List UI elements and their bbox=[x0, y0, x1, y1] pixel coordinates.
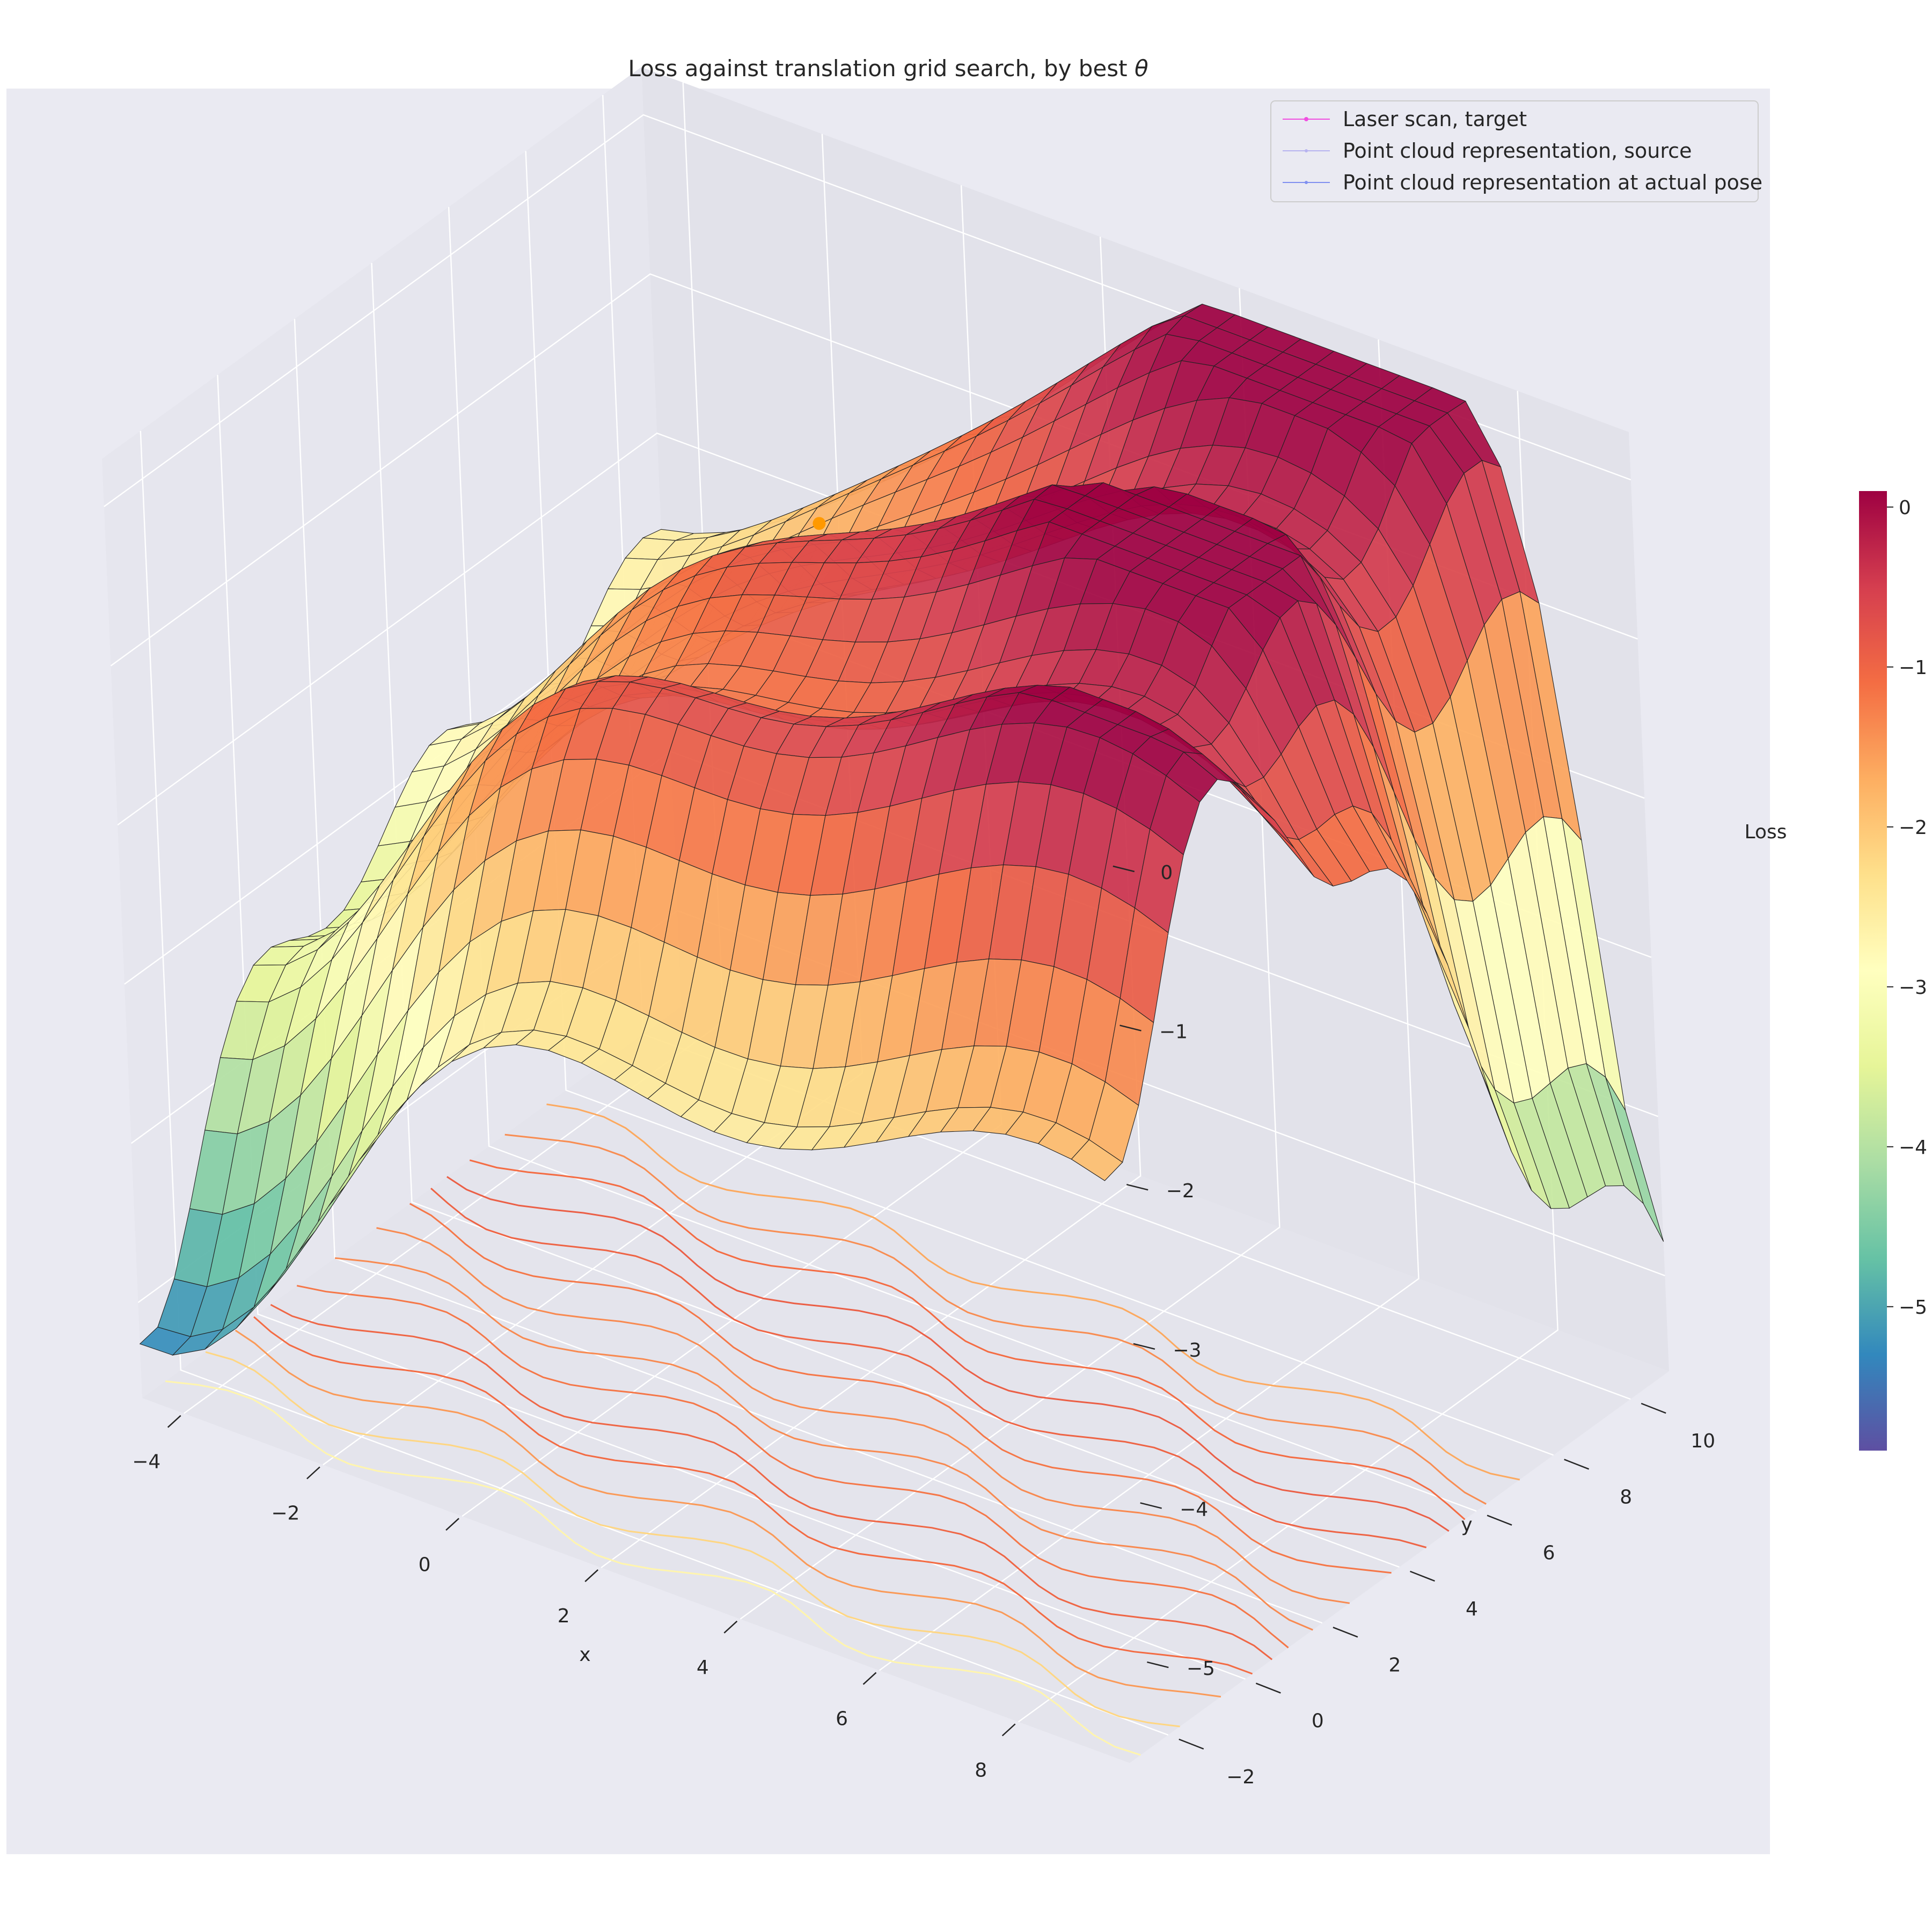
contour-line bbox=[334, 1257, 1313, 1631]
colorbar-tick-label: −1 bbox=[1899, 657, 1927, 679]
x-tick-label: 6 bbox=[836, 1708, 848, 1730]
y-tick-mark bbox=[1641, 1402, 1666, 1414]
contour-line bbox=[376, 1227, 1350, 1604]
contour-line bbox=[409, 1203, 1392, 1574]
y-tick-label: −2 bbox=[1226, 1766, 1255, 1788]
legend-marker-source bbox=[1305, 149, 1308, 152]
y-tick-mark bbox=[1564, 1459, 1590, 1470]
chart-title: Loss against translation grid search, by… bbox=[628, 55, 1148, 82]
y-tick-label: 8 bbox=[1620, 1486, 1632, 1508]
x-tick-mark bbox=[1001, 1723, 1016, 1737]
z-axis-label: Loss bbox=[1745, 821, 1787, 843]
x-tick-mark bbox=[306, 1466, 320, 1480]
z-tick-label: −1 bbox=[1159, 1021, 1188, 1043]
y-gridline bbox=[140, 430, 1169, 1736]
contour-line bbox=[205, 1351, 1180, 1728]
z-tick-label: 0 bbox=[1160, 862, 1173, 884]
y-gridline bbox=[371, 262, 1400, 1568]
legend-frame bbox=[1270, 100, 1759, 202]
colorbar: 0 −1 −2 −3 −4 −5 bbox=[1859, 491, 1927, 1451]
x-tick-mark bbox=[862, 1672, 877, 1685]
y-tick-label: 2 bbox=[1388, 1654, 1401, 1676]
y-tick-label: 0 bbox=[1312, 1710, 1324, 1732]
x-tick-label: −2 bbox=[271, 1503, 299, 1525]
legend-marker-actual-pose bbox=[1305, 181, 1308, 184]
z-tick-label: −4 bbox=[1180, 1498, 1208, 1520]
y-tick-mark bbox=[1255, 1682, 1281, 1694]
x-tick-mark bbox=[445, 1518, 459, 1531]
legend-label-source: Point cloud representation, source bbox=[1343, 139, 1692, 163]
y-tick-label: 10 bbox=[1690, 1430, 1715, 1452]
colorbar-tick-label: −2 bbox=[1899, 817, 1927, 839]
contour-line bbox=[270, 1304, 1273, 1660]
z-tick-mark bbox=[1113, 865, 1135, 873]
y-tick-mark bbox=[1487, 1514, 1512, 1526]
title-theta-symbol: θ bbox=[1135, 55, 1148, 82]
axis-ticks: −4 −2 0 2 4 6 8 −2 0 2 4 6 8 10 0 −1 −2 −3 −4 −5 bbox=[132, 862, 1715, 1788]
scan-overlay bbox=[813, 517, 826, 530]
legend-label-actual-pose: Point cloud representation at actual pos… bbox=[1343, 171, 1762, 194]
y-gridline bbox=[217, 375, 1246, 1680]
floor-contours bbox=[165, 1103, 1520, 1756]
legend-marker-laser-scan bbox=[1304, 117, 1308, 121]
y-gridline bbox=[294, 319, 1323, 1624]
colorbar-tick-label: 0 bbox=[1899, 497, 1911, 519]
x-tick-label: 4 bbox=[697, 1657, 709, 1679]
x-axis-label: x bbox=[579, 1644, 590, 1666]
y-axis-label: y bbox=[1461, 1514, 1472, 1536]
surface-patch bbox=[1071, 1139, 1123, 1181]
z-tick-label: −2 bbox=[1166, 1180, 1195, 1202]
legend: Laser scan, target Point cloud represent… bbox=[1270, 100, 1762, 202]
x-tick-mark bbox=[584, 1569, 599, 1582]
contour-line bbox=[253, 1316, 1253, 1675]
y-tick-label: 4 bbox=[1466, 1598, 1478, 1620]
y-tick-label: 6 bbox=[1543, 1542, 1555, 1564]
y-tick-mark bbox=[1333, 1627, 1358, 1638]
legend-label-laser-scan: Laser scan, target bbox=[1343, 107, 1527, 131]
x-tick-mark bbox=[723, 1620, 738, 1634]
y-tick-mark bbox=[1179, 1738, 1204, 1750]
contour-line bbox=[296, 1285, 1289, 1649]
z-tick-mark bbox=[1119, 1024, 1141, 1031]
colorbar-tick-label: −4 bbox=[1899, 1137, 1927, 1159]
x-tick-label: 8 bbox=[975, 1759, 987, 1781]
x-tick-mark bbox=[167, 1415, 181, 1428]
colorbar-gradient bbox=[1859, 491, 1887, 1451]
contour-line bbox=[504, 1133, 1487, 1505]
z-tick-mark bbox=[1147, 1661, 1169, 1668]
contour-line bbox=[430, 1188, 1427, 1548]
z-tick-mark bbox=[1133, 1343, 1155, 1350]
colorbar-ticks: 0 −1 −2 −3 −4 −5 bbox=[1887, 497, 1927, 1319]
best-estimate-marker bbox=[813, 517, 826, 530]
z-tick-label: −5 bbox=[1187, 1658, 1215, 1680]
contour-line bbox=[469, 1159, 1466, 1520]
contour-line bbox=[546, 1103, 1520, 1481]
loss-surface bbox=[139, 303, 1664, 1356]
contour-line bbox=[165, 1380, 1141, 1756]
contour-line bbox=[446, 1176, 1450, 1532]
colorbar-tick-label: −5 bbox=[1899, 1297, 1927, 1319]
x-tick-label: −4 bbox=[132, 1451, 160, 1473]
z-tick-mark bbox=[1126, 1183, 1148, 1191]
y-gridline bbox=[448, 207, 1477, 1512]
z-tick-label: −3 bbox=[1173, 1340, 1201, 1362]
x-tick-label: 0 bbox=[419, 1554, 431, 1576]
z-tick-mark bbox=[1140, 1502, 1162, 1509]
y-tick-mark bbox=[1410, 1570, 1435, 1582]
contour-line bbox=[235, 1329, 1221, 1698]
x-tick-label: 2 bbox=[558, 1605, 570, 1627]
colorbar-tick-label: −3 bbox=[1899, 977, 1927, 999]
y-gridline bbox=[525, 151, 1554, 1456]
